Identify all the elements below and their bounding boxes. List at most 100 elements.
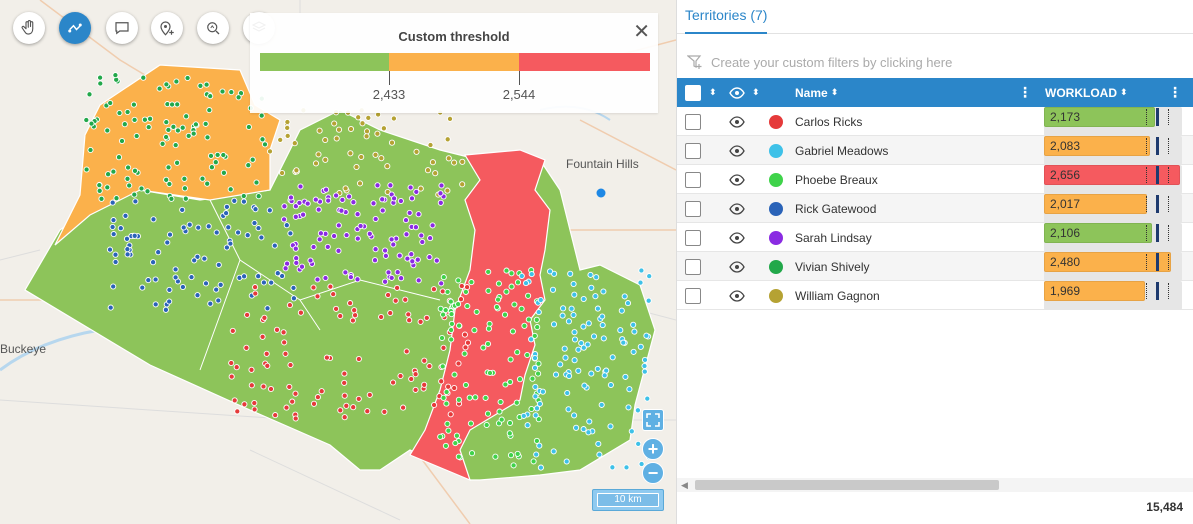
- customer-point: [353, 163, 360, 171]
- column-header-workload[interactable]: WORKLOAD ⬍: [1045, 78, 1128, 107]
- close-legend-icon[interactable]: ✕: [633, 21, 650, 43]
- horizontal-scrollbar[interactable]: ◀: [677, 478, 1193, 492]
- customer-point: [248, 382, 255, 389]
- customer-point: [503, 288, 510, 295]
- customer-point: [322, 136, 329, 144]
- custom-filter-input[interactable]: Create your custom filters by clicking h…: [687, 52, 1193, 72]
- visibility-eye-icon[interactable]: [729, 194, 745, 223]
- zoom-in-button[interactable]: +: [642, 438, 664, 460]
- visibility-header-icon[interactable]: [729, 78, 745, 107]
- row-checkbox[interactable]: [685, 194, 701, 223]
- customer-point: [279, 272, 286, 280]
- customer-point: [341, 370, 348, 377]
- customer-point: [104, 127, 111, 134]
- customer-point: [390, 115, 397, 122]
- visibility-eye-icon[interactable]: [729, 281, 745, 310]
- column-header-name[interactable]: Name ⬍: [795, 78, 838, 107]
- visibility-eye-icon[interactable]: [729, 107, 745, 136]
- table-row[interactable]: Gabriel Meadows 2,083: [677, 136, 1193, 165]
- customer-point: [379, 196, 386, 203]
- customer-point: [387, 309, 394, 317]
- scrollbar-thumb[interactable]: [695, 480, 999, 490]
- workload-value: 2,106: [1044, 223, 1152, 243]
- row-checkbox[interactable]: [685, 223, 701, 252]
- sort-select-icon[interactable]: ⬍: [709, 87, 717, 97]
- customer-point: [347, 125, 355, 133]
- visibility-eye-icon[interactable]: [729, 223, 745, 252]
- scroll-left-icon[interactable]: ◀: [681, 480, 688, 490]
- customer-point: [292, 390, 299, 397]
- customer-point: [341, 414, 348, 421]
- customer-point: [122, 212, 129, 219]
- row-checkbox[interactable]: [685, 252, 701, 281]
- route-button[interactable]: [59, 12, 91, 44]
- customer-point: [298, 263, 306, 270]
- customer-point: [260, 383, 267, 390]
- workload-column-menu-icon[interactable]: ⋮: [1168, 84, 1182, 100]
- name-column-menu-icon[interactable]: ⋮: [1018, 84, 1032, 100]
- customer-point: [259, 136, 266, 143]
- sort-visibility-icon[interactable]: ⬍: [752, 87, 760, 97]
- customer-point: [580, 344, 587, 351]
- customer-point: [438, 280, 445, 287]
- table-row[interactable]: William Gagnon 1,969: [677, 281, 1193, 310]
- customer-point: [408, 251, 415, 258]
- customer-point: [402, 217, 410, 224]
- comment-button[interactable]: [106, 12, 138, 44]
- customer-point: [448, 311, 455, 318]
- customer-point: [444, 420, 451, 427]
- pin-plus-icon: [160, 21, 174, 36]
- row-checkbox[interactable]: [685, 136, 701, 165]
- customer-point: [325, 197, 332, 204]
- customer-point: [497, 398, 504, 406]
- customer-point: [599, 322, 606, 329]
- visibility-eye-icon[interactable]: [729, 252, 745, 281]
- customer-point: [333, 305, 340, 312]
- visibility-eye-icon[interactable]: [729, 165, 745, 194]
- territory-map[interactable]: Fountain Hills Buckeye Custom threshold …: [0, 0, 676, 524]
- visibility-eye-icon[interactable]: [729, 136, 745, 165]
- table-row[interactable]: Vivian Shively 2,480: [677, 252, 1193, 281]
- customer-point: [453, 432, 460, 439]
- customer-point: [284, 118, 291, 126]
- customer-point: [117, 225, 124, 232]
- table-row[interactable]: Phoebe Breaux 2,656: [677, 165, 1193, 194]
- customer-point: [522, 280, 530, 287]
- search-map-button[interactable]: [197, 12, 229, 44]
- customer-point: [300, 211, 307, 218]
- customer-point: [112, 72, 119, 79]
- tab-territories[interactable]: Territories (7): [685, 0, 768, 34]
- customer-point: [524, 422, 531, 429]
- customer-point: [312, 160, 320, 167]
- zoom-out-button[interactable]: −: [642, 462, 664, 484]
- customer-point: [637, 279, 644, 286]
- row-checkbox[interactable]: [685, 165, 701, 194]
- customer-point: [587, 271, 594, 278]
- table-row[interactable]: Carlos Ricks 2,173: [677, 107, 1193, 136]
- pan-button[interactable]: [13, 12, 45, 44]
- customer-point: [346, 193, 353, 200]
- customer-point: [131, 167, 139, 174]
- row-checkbox[interactable]: [685, 281, 701, 310]
- customer-point: [204, 134, 211, 141]
- filter-icon: [687, 55, 702, 69]
- table-row[interactable]: Rick Gatewood 2,017: [677, 194, 1193, 223]
- row-checkbox[interactable]: [685, 107, 701, 136]
- customer-point: [631, 328, 638, 335]
- search-map-icon: [207, 22, 220, 35]
- customer-point: [140, 74, 147, 81]
- customer-point: [264, 305, 271, 312]
- customer-point: [166, 180, 173, 188]
- customer-point: [215, 261, 222, 268]
- customer-point: [356, 180, 364, 187]
- customer-point: [404, 255, 411, 262]
- table-row[interactable]: Sarah Lindsay 2,106: [677, 223, 1193, 252]
- territory-name: Phoebe Breaux: [795, 172, 878, 187]
- select-all-checkbox[interactable]: [685, 78, 701, 107]
- customer-point: [259, 333, 266, 340]
- customer-point: [333, 135, 340, 142]
- fullscreen-button[interactable]: [642, 409, 664, 431]
- add-location-button[interactable]: [151, 12, 183, 44]
- customer-point: [397, 372, 404, 380]
- customer-point: [438, 182, 445, 189]
